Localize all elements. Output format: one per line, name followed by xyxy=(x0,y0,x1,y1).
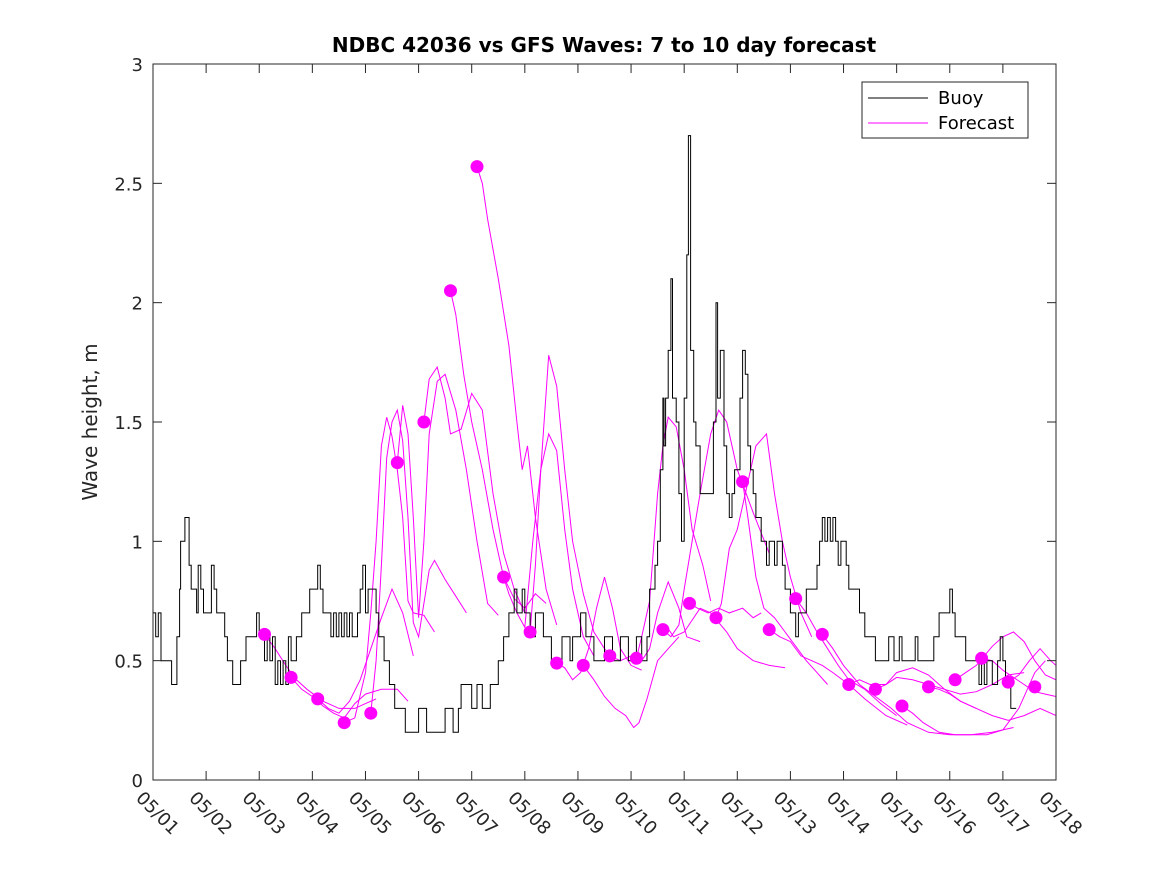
forecast-line-15 xyxy=(635,416,712,659)
forecast-line-11 xyxy=(529,355,616,662)
y-tick-label: 3 xyxy=(132,55,143,76)
forecast-marker-14 xyxy=(603,649,617,663)
forecast-marker-11 xyxy=(523,625,537,639)
forecast-marker-3 xyxy=(311,692,325,706)
forecast-marker-16 xyxy=(656,623,670,637)
forecast-marker-23 xyxy=(842,678,856,691)
forecast-marker-12 xyxy=(550,656,564,670)
forecast-marker-1 xyxy=(258,627,271,641)
forecast-marker-24 xyxy=(868,682,882,696)
forecast-line-3 xyxy=(317,587,414,714)
legend-buoy-label: Buoy xyxy=(938,88,984,109)
forecast-line-9 xyxy=(476,166,558,626)
forecast-marker-27 xyxy=(948,673,962,687)
y-tick-label: 2.5 xyxy=(114,174,143,195)
forecast-line-18 xyxy=(715,432,813,638)
buoy-line xyxy=(153,135,1017,733)
forecast-line-22 xyxy=(795,598,897,716)
forecast-line-7 xyxy=(423,365,526,614)
forecast-marker-22 xyxy=(815,627,829,641)
forecast-marker-9 xyxy=(470,160,484,174)
forecast-line-19 xyxy=(742,481,828,685)
forecast-marker-29 xyxy=(1001,675,1015,689)
forecast-marker-5 xyxy=(364,706,378,720)
forecast-line-30 xyxy=(1007,647,1056,683)
legend-box xyxy=(861,81,1029,139)
forecast-marker-26 xyxy=(922,680,935,694)
forecast-marker-7 xyxy=(417,415,431,429)
forecast-marker-17 xyxy=(683,596,696,610)
y-tick-label: 2 xyxy=(132,294,143,315)
legend: Buoy Forecast xyxy=(861,81,1029,139)
forecast-line-26 xyxy=(901,660,1046,736)
y-tick-label: 1 xyxy=(132,532,143,553)
forecast-marker-13 xyxy=(576,658,590,672)
forecast-line-8 xyxy=(450,290,547,609)
forecast-marker-8 xyxy=(444,284,457,298)
forecast-start-markers xyxy=(258,160,1042,730)
forecast-marker-10 xyxy=(497,570,511,584)
forecast-marker-15 xyxy=(629,651,643,665)
chart-title: NDBC 42036 vs GFS Waves: 7 to 10 day for… xyxy=(332,33,877,57)
plot-area xyxy=(153,135,1056,736)
forecast-line-28 xyxy=(954,631,1056,681)
forecast-marker-30 xyxy=(1028,680,1042,694)
forecast-marker-28 xyxy=(975,651,989,665)
forecast-line-1 xyxy=(258,631,377,709)
forecast-line-13 xyxy=(582,636,680,729)
forecast-marker-20 xyxy=(762,623,776,637)
y-tick-label: 0 xyxy=(132,771,143,792)
forecast-marker-19 xyxy=(736,475,750,489)
forecast-line-6 xyxy=(396,373,499,618)
forecast-marker-2 xyxy=(284,670,298,684)
legend-forecast-label: Forecast xyxy=(938,113,1014,134)
y-axis-label: Wave height, m xyxy=(78,343,102,500)
forecast-marker-4 xyxy=(337,716,351,730)
y-tick-label: 0.5 xyxy=(114,652,143,673)
forecast-marker-18 xyxy=(709,611,723,625)
forecast-line-10 xyxy=(503,432,595,657)
forecast-line-21 xyxy=(768,629,908,726)
forecast-line-14 xyxy=(609,580,701,662)
forecast-line-29 xyxy=(981,657,1056,697)
forecast-marker-6 xyxy=(390,456,404,470)
forecast-marker-21 xyxy=(789,592,803,606)
forecast-marker-25 xyxy=(895,699,909,713)
forecast-line-27 xyxy=(928,686,1056,721)
y-axis: 0 0.5 1 1.5 2 2.5 3 xyxy=(114,55,1056,792)
forecast-line-24 xyxy=(848,667,977,709)
forecast-line-12 xyxy=(556,576,642,681)
y-tick-label: 1.5 xyxy=(114,413,143,434)
forecast-line-5 xyxy=(370,408,467,714)
